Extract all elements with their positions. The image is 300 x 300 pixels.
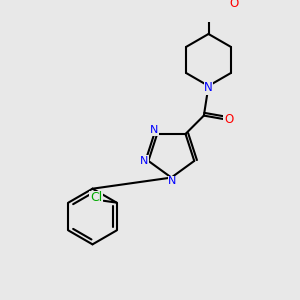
Text: N: N <box>140 156 148 166</box>
Text: O: O <box>224 112 233 126</box>
Text: Cl: Cl <box>90 191 102 205</box>
Text: N: N <box>150 125 159 135</box>
Text: O: O <box>229 0 238 10</box>
Text: N: N <box>204 81 213 94</box>
Text: N: N <box>168 176 176 186</box>
